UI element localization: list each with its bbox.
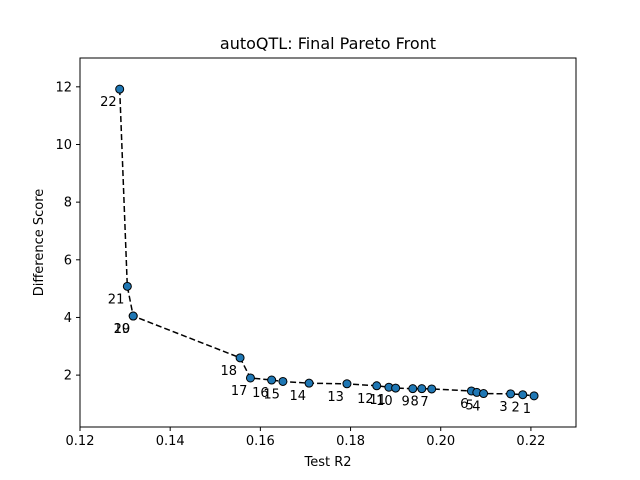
y-axis-label: Difference Score bbox=[32, 189, 47, 297]
y-tick-label: 6 bbox=[64, 253, 72, 268]
point-label-12: 12 bbox=[357, 392, 374, 407]
y-tick-label: 8 bbox=[64, 196, 72, 211]
x-tick-label: 0.12 bbox=[66, 434, 95, 449]
pareto-point-4 bbox=[479, 389, 489, 399]
chart-title: autoQTL: Final Pareto Front bbox=[220, 34, 436, 53]
x-tick-label: 0.14 bbox=[156, 434, 185, 449]
point-label-3: 3 bbox=[499, 400, 507, 415]
x-tick-label: 0.22 bbox=[516, 434, 545, 449]
y-tick-label: 12 bbox=[55, 80, 72, 95]
x-axis-ticks: 0.12 0.14 0.16 0.18 0.20 0.22 bbox=[66, 427, 545, 449]
pareto-point-12 bbox=[372, 381, 382, 391]
pareto-point-10 bbox=[391, 383, 401, 393]
point-label-22: 22 bbox=[100, 95, 117, 110]
x-tick-label: 0.18 bbox=[336, 434, 365, 449]
point-label-15: 15 bbox=[263, 387, 280, 402]
point-label-6: 6 bbox=[460, 397, 468, 412]
point-label-14: 14 bbox=[290, 389, 307, 404]
pareto-point-3 bbox=[506, 389, 516, 399]
pareto-point-16 bbox=[267, 375, 277, 385]
pareto-points bbox=[115, 84, 539, 401]
pareto-point-2 bbox=[518, 390, 528, 400]
pareto-point-18 bbox=[235, 353, 245, 363]
point-label-9: 9 bbox=[401, 395, 409, 410]
pareto-point-1 bbox=[529, 391, 539, 401]
y-tick-label: 2 bbox=[64, 369, 72, 384]
pareto-point-8 bbox=[417, 384, 427, 394]
point-label-16: 16 bbox=[252, 386, 269, 401]
point-label-21: 21 bbox=[108, 292, 125, 307]
point-label-2: 2 bbox=[512, 401, 520, 416]
point-label-19: 19 bbox=[114, 322, 131, 337]
point-label-4: 4 bbox=[472, 400, 480, 415]
pareto-point-9 bbox=[408, 384, 418, 394]
point-label-10: 10 bbox=[376, 394, 393, 409]
x-axis-label: Test R2 bbox=[303, 455, 351, 470]
point-label-1: 1 bbox=[523, 402, 531, 417]
point-label-7: 7 bbox=[420, 395, 428, 410]
pareto-point-7 bbox=[427, 384, 437, 394]
x-tick-label: 0.16 bbox=[246, 434, 275, 449]
point-label-8: 8 bbox=[411, 395, 419, 410]
y-tick-label: 10 bbox=[55, 138, 72, 153]
pareto-point-13 bbox=[342, 379, 352, 389]
y-tick-label: 4 bbox=[64, 311, 72, 326]
point-label-5: 5 bbox=[466, 398, 474, 413]
point-label-20: 20 bbox=[114, 322, 131, 337]
pareto-point-17 bbox=[245, 373, 255, 383]
pareto-point-19 bbox=[128, 311, 138, 321]
point-label-13: 13 bbox=[327, 390, 344, 405]
x-tick-label: 0.20 bbox=[426, 434, 455, 449]
pareto-point-22 bbox=[115, 84, 125, 94]
pareto-point-21 bbox=[122, 281, 132, 291]
point-label-17: 17 bbox=[231, 384, 248, 399]
pareto-point-15 bbox=[278, 376, 288, 386]
point-label-18: 18 bbox=[221, 364, 238, 379]
point-label-11: 11 bbox=[369, 393, 386, 408]
axes-frame bbox=[79, 57, 577, 428]
pareto-point-14 bbox=[304, 378, 314, 388]
y-axis-ticks: 2 4 6 8 10 12 bbox=[55, 80, 80, 384]
